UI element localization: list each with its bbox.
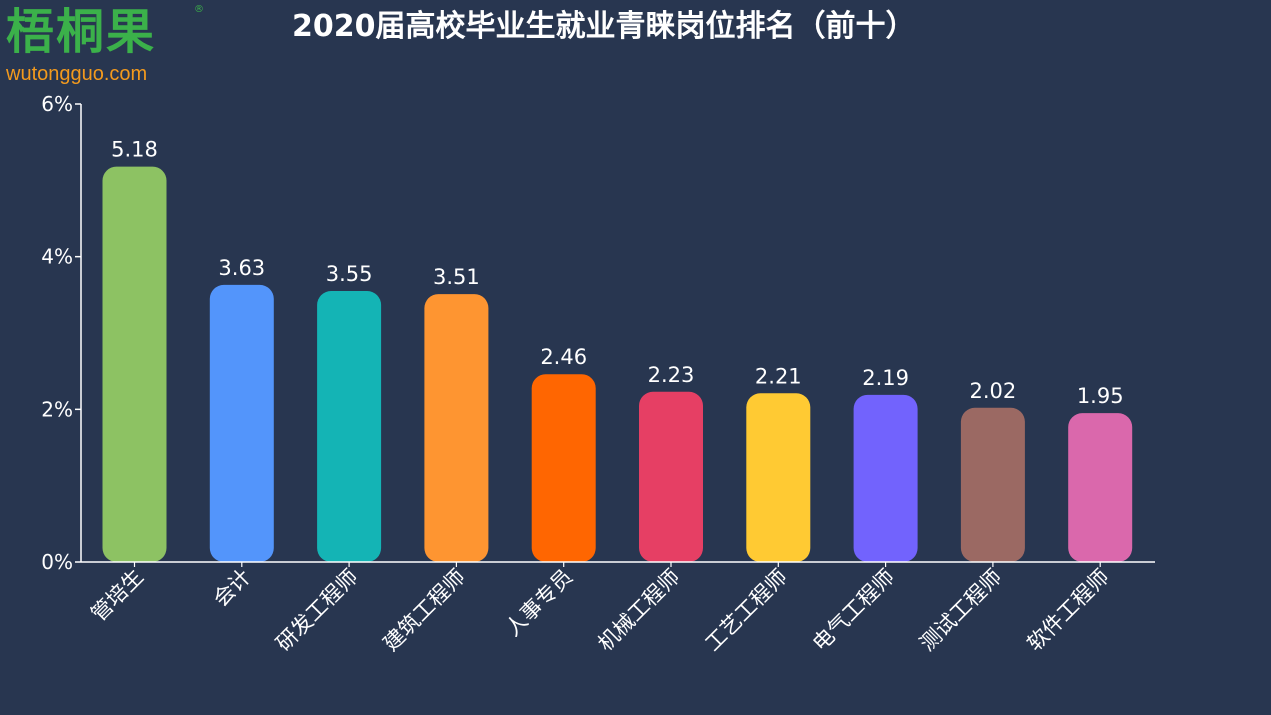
category-label: 机械工程师 [593,565,684,656]
bar-value-label: 2.19 [862,366,909,390]
logo-registered-mark: ® [194,4,204,15]
chart-title: 2020届高校毕业生就业青睐岗位排名（前十） [292,9,916,44]
category-label: 会计 [209,565,256,612]
bar [317,291,382,562]
bar [960,407,1025,562]
category-label: 测试工程师 [915,565,1006,656]
bar-value-label: 3.51 [433,265,480,289]
y-tick-label: 4% [41,245,73,269]
bar [424,294,489,562]
bar-value-label: 5.18 [111,138,158,162]
y-tick-label: 2% [41,397,73,421]
bar-value-label: 2.46 [540,345,587,369]
category-label: 研发工程师 [271,565,362,656]
y-tick-label: 0% [41,550,73,574]
category-label: 人事专员 [501,565,577,641]
bar-value-label: 3.55 [326,262,373,286]
bar [853,394,918,562]
category-label: 工艺工程师 [701,565,792,656]
bar-value-label: 2.21 [755,364,802,388]
logo-name: 梧桐果 [6,4,157,60]
bar [531,374,596,562]
y-ticks-group: 0% 2% 4% 6% [41,92,1101,574]
category-label: 建筑工程师 [379,565,470,656]
bar [639,391,703,562]
bar-value-label: 1.95 [1077,384,1124,408]
bar-value-label: 3.63 [218,256,265,280]
category-label: 管培生 [87,565,149,627]
bar-value-label: 2.23 [648,363,695,387]
bar [209,284,274,562]
y-tick-label: 6% [41,92,73,116]
category-label: 电气工程师 [808,565,899,656]
bar [102,166,167,563]
x-labels-group: 管培生 会计 研发工程师 建筑工程师 人事专员 机械工程师 工艺工程师 电气工程师 测试工程师软… [87,565,1114,656]
bars-group [102,166,1133,563]
category-label: 软件工程师 [1023,565,1114,656]
value-labels-group: 5.18 3.63 3.55 3.51 2.46 2.23 2.21 2.19 2.02 1.95 [111,138,1123,409]
brand-logo: 梧桐果 ® wutongguo.com [4,2,214,87]
logo-url: wutongguo.com [6,63,148,85]
axes-group [80,104,1155,563]
bar [746,393,811,562]
bar [1068,413,1133,562]
bar-value-label: 2.02 [970,379,1017,403]
